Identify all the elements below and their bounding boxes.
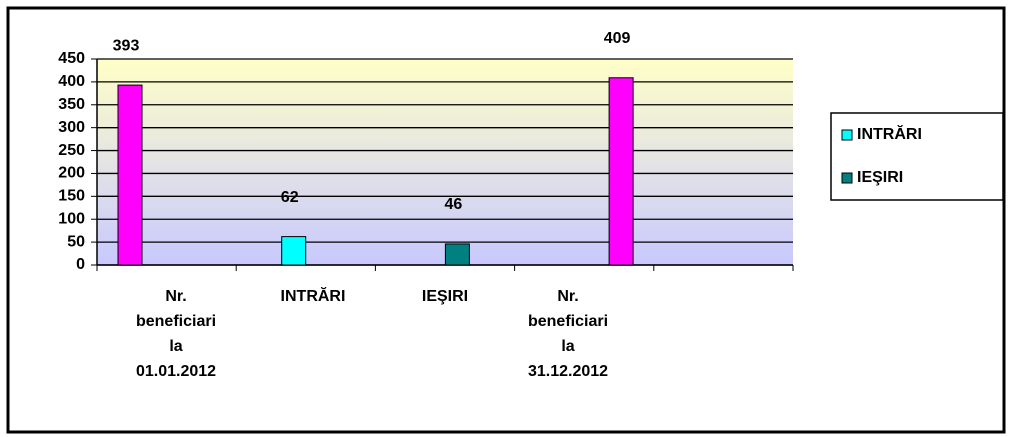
y-tick-label: 400 — [58, 73, 85, 90]
data-label: 409 — [604, 30, 631, 47]
y-tick-label: 100 — [58, 210, 85, 227]
legend-label: INTRĂRI — [857, 124, 922, 143]
data-label: 62 — [281, 189, 299, 206]
legend-swatch — [841, 129, 853, 141]
bar — [281, 236, 307, 266]
x-tick-label: INTRĂRI — [281, 286, 346, 305]
x-tick-label: Nr. beneficiari la 31.12.2012 — [528, 288, 608, 380]
legend — [830, 112, 1004, 201]
data-label: 46 — [445, 196, 463, 213]
y-tick-label: 200 — [58, 165, 85, 182]
y-tick-label: 0 — [76, 256, 85, 273]
y-tick-label: 350 — [58, 96, 85, 113]
y-tick-label: 250 — [58, 142, 85, 159]
legend-swatch — [841, 172, 853, 184]
x-tick-label: Nr. beneficiari la 01.01.2012 — [136, 288, 216, 380]
y-tick-label: 50 — [67, 233, 85, 250]
data-label: 393 — [113, 37, 140, 54]
y-tick-label: 300 — [58, 119, 85, 136]
legend-label: IEŞIRI — [857, 169, 903, 186]
bar — [608, 77, 634, 266]
x-tick-label: IEŞIRI — [422, 288, 468, 305]
bar — [117, 84, 143, 266]
bar — [444, 243, 470, 266]
plot-area — [97, 59, 793, 265]
y-tick-label: 150 — [58, 188, 85, 205]
y-tick-label: 450 — [58, 50, 85, 67]
